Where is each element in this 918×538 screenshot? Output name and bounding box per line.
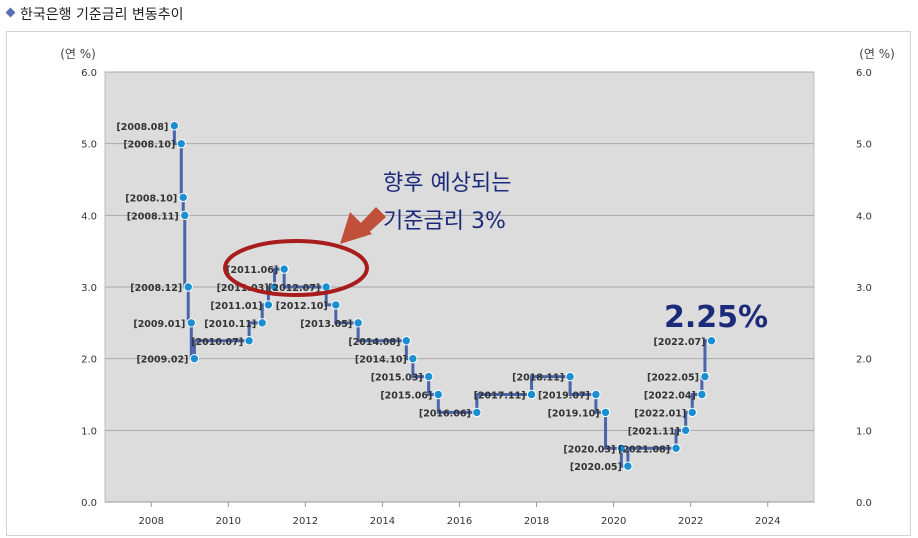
data-point — [671, 443, 681, 453]
data-point-label: [2008.12] — [130, 283, 182, 294]
highlight-circle — [223, 239, 369, 297]
data-point-label: [2011.03] — [217, 283, 269, 294]
y-tick-label-right: 3.0 — [856, 283, 872, 294]
data-point — [472, 407, 482, 418]
data-point-label: [2020.03] — [563, 444, 615, 455]
y-tick-label-right: 1.0 — [856, 426, 872, 437]
data-point — [178, 192, 188, 203]
data-point-label: [2017.11] — [474, 391, 526, 402]
data-point — [687, 407, 697, 418]
data-point-label: [2016.06] — [419, 408, 471, 419]
y-tick-label-right: 2.0 — [856, 355, 872, 366]
data-point — [257, 318, 267, 328]
x-tick-label: 2024 — [755, 516, 780, 527]
data-point-label: [2008.11] — [127, 211, 179, 222]
data-point-label: [2022.07] — [654, 337, 706, 348]
data-point — [180, 210, 190, 221]
x-tick-label: 2014 — [370, 516, 395, 527]
data-point — [623, 461, 633, 471]
data-point — [263, 300, 274, 310]
data-point-label: [2011.01] — [210, 301, 262, 312]
data-point-label: [2010.07] — [191, 337, 243, 348]
data-point-label: [2009.01] — [133, 319, 185, 330]
data-point — [591, 389, 601, 400]
rate-series-line — [172, 125, 712, 468]
y-tick-label-right: 4.0 — [856, 211, 872, 222]
data-point — [269, 282, 280, 292]
y-tick-label-right: 0.0 — [856, 498, 872, 509]
data-point — [244, 336, 254, 346]
chart-title: 한국은행 기준금리 변동추이 — [20, 7, 184, 23]
data-point-label: [2013.05] — [300, 319, 352, 330]
data-point — [697, 389, 707, 400]
data-point-label: [2020.05] — [570, 462, 622, 473]
y-tick-label-left: 5.0 — [81, 140, 97, 151]
data-point-label: [2021.11] — [628, 426, 680, 437]
x-tick-label: 2008 — [139, 516, 164, 527]
forecast-annotation-line2: 기준금리 3% — [383, 209, 506, 234]
chart-panel — [6, 31, 911, 536]
y-tick-label-left: 0.0 — [81, 498, 97, 509]
data-point — [423, 371, 434, 382]
y-tick-label-left: 1.0 — [81, 426, 97, 437]
data-point-label: [2011.06] — [226, 265, 278, 276]
y-tick-label-right: 6.0 — [856, 68, 872, 79]
data-point — [189, 353, 200, 364]
x-tick-label: 2012 — [293, 516, 318, 527]
data-point — [176, 138, 186, 149]
x-tick-label: 2018 — [524, 516, 549, 527]
data-point-label: [2008.08] — [116, 122, 168, 133]
data-point — [600, 407, 611, 418]
y-tick-label-left: 2.0 — [81, 355, 97, 366]
data-point — [183, 282, 193, 292]
data-point-label: [2021.08] — [618, 444, 670, 455]
data-point-label: [2019.07] — [538, 391, 590, 402]
chart-header: 한국은행 기준금리 변동추이 — [0, 0, 918, 28]
x-tick-label: 2022 — [678, 516, 703, 527]
data-point — [680, 425, 691, 436]
data-point-label: [2012.10] — [276, 301, 328, 312]
data-point-label: [2022.01] — [634, 408, 686, 419]
x-tick-label: 2016 — [447, 516, 472, 527]
data-point-label: [2019.10] — [548, 408, 600, 419]
forecast-arrow-icon — [340, 207, 386, 244]
data-point — [353, 318, 363, 328]
data-point — [565, 371, 575, 382]
y-axis-unit-right: (연 %) — [859, 47, 895, 61]
data-point-label: [2018.11] — [512, 373, 564, 384]
data-point-label: [2022.05] — [647, 373, 699, 384]
data-point-label: [2015.06] — [380, 391, 432, 402]
data-point-label: [2022.04] — [644, 391, 696, 402]
data-point — [433, 389, 444, 400]
data-point-label: [2012.07] — [268, 283, 320, 294]
forecast-annotation-line1: 향후 예상되는 — [383, 171, 511, 196]
y-tick-label-right: 5.0 — [856, 140, 872, 151]
current-rate-annotation: 2.25% — [664, 300, 768, 335]
y-axis-unit-left: (연 %) — [60, 47, 96, 61]
data-point — [616, 443, 627, 453]
x-tick-label: 2010 — [216, 516, 241, 527]
data-point-label: [2008.10] — [125, 193, 177, 204]
data-point-label: [2008.10] — [123, 140, 175, 151]
data-point — [408, 353, 418, 364]
x-tick-label: 2020 — [601, 516, 626, 527]
y-tick-label-left: 4.0 — [81, 211, 97, 222]
data-point — [331, 300, 341, 310]
data-point — [279, 264, 289, 274]
data-point — [526, 389, 537, 400]
data-point — [706, 336, 717, 346]
data-point — [700, 371, 710, 382]
data-point — [169, 121, 180, 131]
data-point — [186, 318, 197, 328]
y-tick-label-left: 6.0 — [81, 68, 97, 79]
data-point-label: [2009.02] — [136, 355, 188, 366]
data-point-label: [2014.08] — [348, 337, 400, 348]
data-point — [401, 336, 412, 346]
data-point-label: [2010.11] — [204, 319, 256, 330]
data-point-label: [2014.10] — [355, 355, 407, 366]
y-tick-label-left: 3.0 — [81, 283, 97, 294]
data-point-label: [2015.03] — [371, 373, 423, 384]
